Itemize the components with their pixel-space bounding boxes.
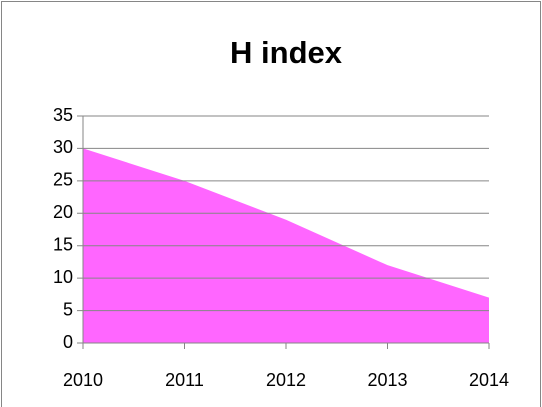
x-tick-label: 2012 — [266, 370, 306, 390]
y-tick-label: 5 — [63, 299, 73, 319]
x-tick-label: 2011 — [165, 370, 204, 390]
x-tick-label: 2013 — [367, 370, 407, 390]
chart-title: H index — [230, 35, 343, 70]
y-tick-label: 20 — [53, 202, 73, 222]
y-tick-label: 10 — [53, 267, 73, 287]
y-tick-label: 30 — [53, 137, 73, 157]
x-tick-label: 2014 — [469, 370, 509, 390]
y-tick-label: 25 — [53, 170, 73, 190]
y-tick-label: 15 — [53, 234, 73, 254]
y-tick-label: 0 — [63, 332, 73, 352]
x-tick-label: 2010 — [63, 370, 103, 390]
y-tick-label: 35 — [53, 105, 73, 125]
